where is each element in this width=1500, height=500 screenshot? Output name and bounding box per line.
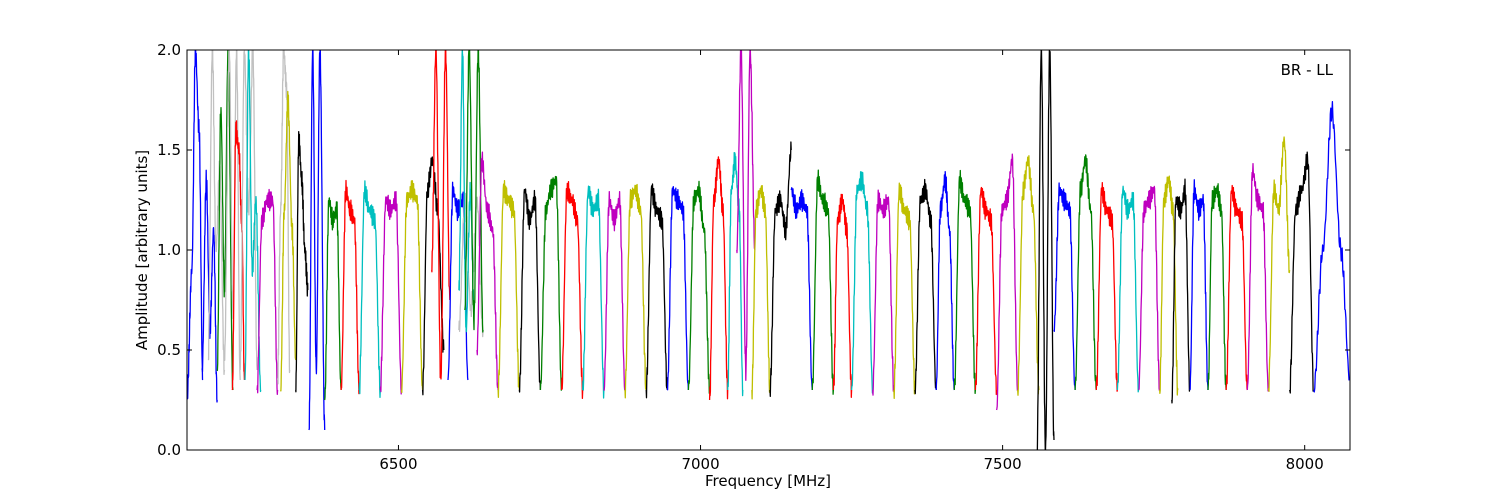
series-line [476,151,499,391]
series-line [324,197,342,401]
series-line [1053,182,1076,391]
series-line [239,50,258,371]
series-layer [187,50,1350,450]
x-tick-label: 7000 [681,455,719,473]
series-line [995,153,1019,411]
series-line [1017,155,1040,396]
series-line [464,50,484,333]
x-tick-label: 7500 [984,455,1022,473]
series-line [358,180,381,399]
series-line [1189,179,1209,391]
y-tick-label: 1.0 [157,241,181,259]
y-axis-label: Amplitude [arbitrary units] [133,150,151,350]
series-line [769,141,792,398]
series-line [560,180,584,400]
series-line [201,169,218,403]
series-line [1074,154,1097,391]
series-line [539,175,562,391]
series-line [1207,183,1227,391]
series-line [207,50,226,376]
series-line [1095,181,1119,392]
series-line [340,179,360,395]
series-line [666,185,690,391]
series-line [974,186,998,396]
series-line [751,184,771,400]
series-line [216,50,234,391]
series-line [872,189,895,396]
series-line [458,192,484,338]
series-line [1225,184,1248,391]
x-tick-label: 8000 [1286,455,1324,473]
series-line [279,90,297,392]
x-tick-label: 6500 [379,455,417,473]
y-tick-label: 2.0 [157,41,181,59]
series-line [518,188,542,393]
series-line [708,156,729,401]
x-axis-label: Frequency [MHz] [705,472,831,490]
series-line [497,180,520,398]
series-line [1137,185,1161,392]
series-line [431,50,451,380]
series-line [687,180,711,394]
series-line [790,187,813,391]
series-line [244,50,262,393]
series-line [603,191,626,391]
panel-annotation: BR - LL [1281,61,1334,79]
series-line [850,171,874,394]
y-tick-label: 0.5 [157,341,181,359]
series-line [295,131,309,393]
series-line [1171,178,1191,404]
series-line [308,50,326,431]
series-line [935,171,955,391]
y-tick-label: 1.5 [157,141,181,159]
series-line [832,193,853,398]
series-line [1246,162,1270,392]
series-line [1313,100,1350,393]
x-axis: 6500 7000 7500 8000 [379,50,1324,473]
series-line [1267,136,1291,392]
y-axis: 0.0 0.5 1.0 1.5 2.0 [157,41,1350,459]
series-line [953,169,977,395]
series-line [914,178,937,395]
series-line [276,50,291,385]
y-tick-label: 0.0 [157,441,181,459]
series-line [582,185,605,399]
series-line [645,183,668,399]
series-line [736,50,756,381]
series-line [379,191,403,395]
series-line [256,188,279,395]
series-line [400,180,424,394]
series-line [893,182,916,400]
series-line [1116,185,1140,393]
series-line [727,151,744,397]
series-line [187,50,204,401]
series-line [811,169,835,395]
series-line [624,183,647,399]
series-line [1288,151,1315,394]
series-line [223,50,241,381]
